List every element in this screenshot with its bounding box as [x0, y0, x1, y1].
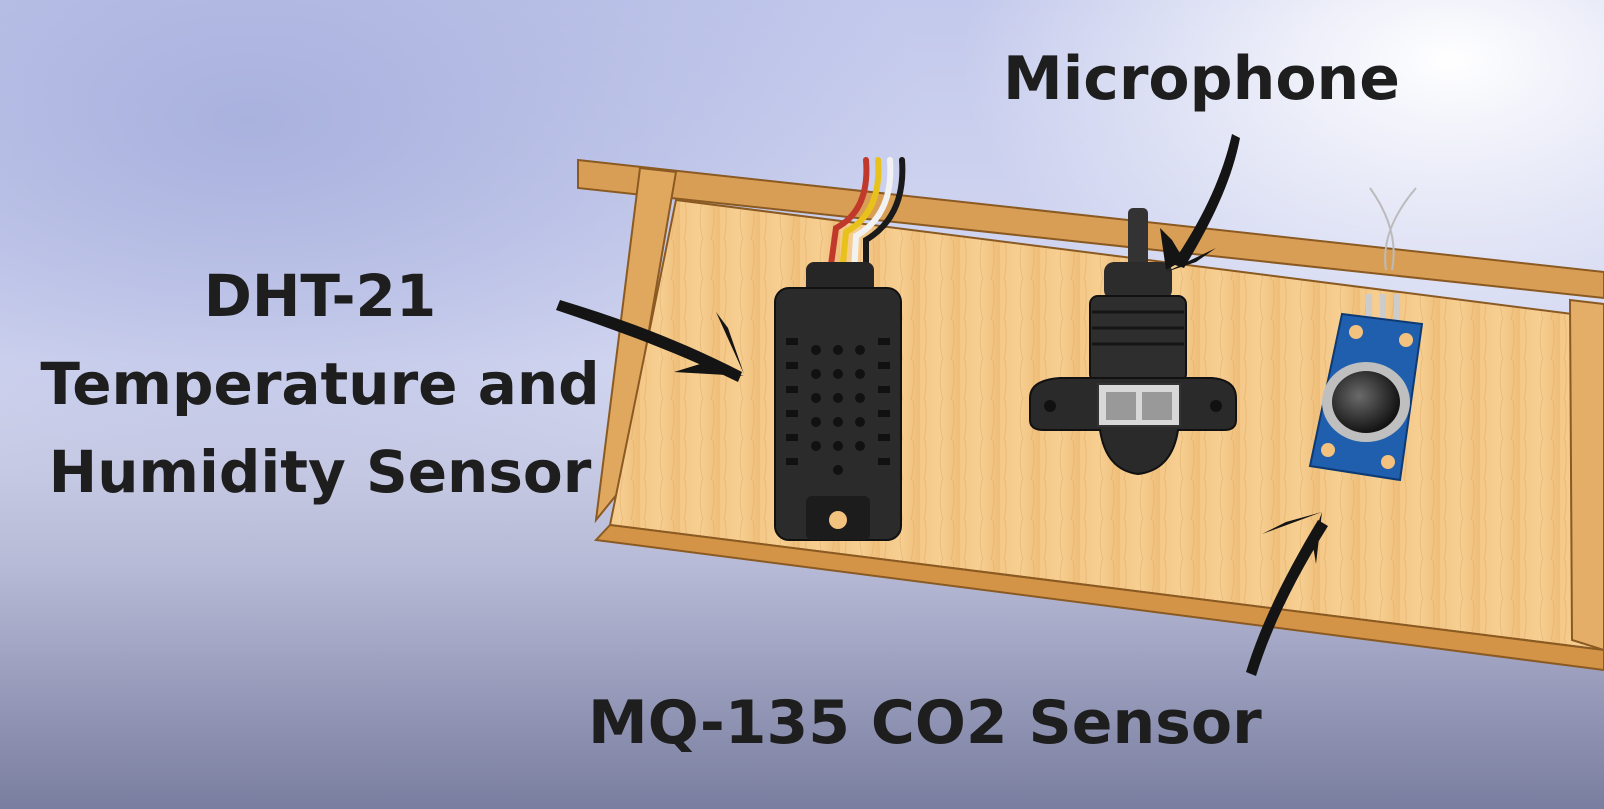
microphone-label: Microphone: [1003, 44, 1400, 114]
sensor-wires: [827, 157, 906, 275]
dht21-label-line1: DHT-21: [203, 262, 437, 330]
dht21-label-line3: Humidity Sensor: [48, 438, 592, 506]
mq135-label: MQ-135 CO2 Sensor: [588, 688, 1262, 758]
arrow-to-microphone: [1160, 134, 1240, 272]
arrow-to-dht21: [556, 300, 744, 382]
arrow-to-mq135: [1246, 512, 1328, 676]
mq135-sensor: [1308, 187, 1424, 482]
microphone-module: [1029, 208, 1237, 476]
dht21-label: DHT-21 Temperature and Humidity Sensor: [40, 252, 600, 516]
dht21-sensor: [774, 262, 902, 541]
dht21-label-line2: Temperature and: [40, 350, 600, 418]
